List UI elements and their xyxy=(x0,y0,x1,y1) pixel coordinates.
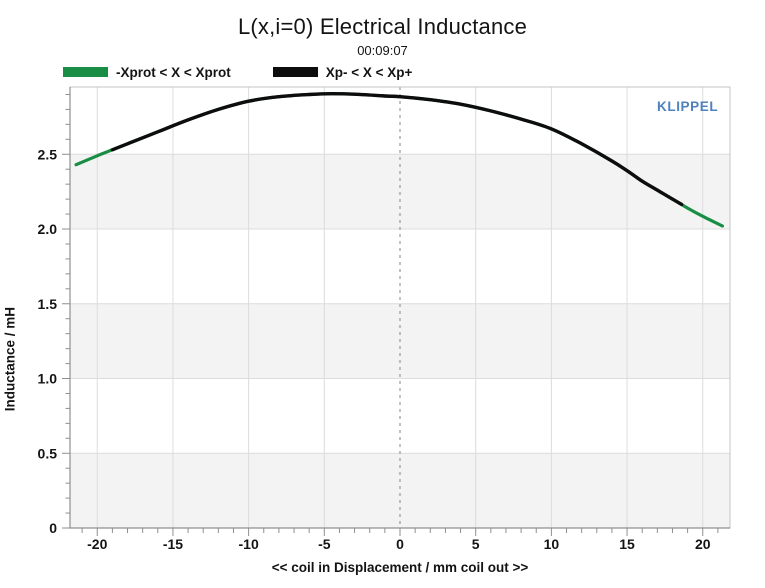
x-tick-label: 15 xyxy=(619,536,635,552)
axis-ticks xyxy=(62,93,719,536)
x-tick-label: -20 xyxy=(87,536,107,552)
legend: -Xprot < X < Xprot Xp- < X < Xp+ xyxy=(63,63,412,81)
x-tick-label: 0 xyxy=(396,536,404,552)
y-tick-label: 2.0 xyxy=(38,221,58,237)
y-tick-label: 0 xyxy=(49,520,57,536)
x-tick-label: 20 xyxy=(695,536,711,552)
plot-bands xyxy=(70,87,730,528)
x-tick-labels: -20 -15 -10 -5 0 5 10 15 20 xyxy=(87,536,711,552)
x-tick-label: -5 xyxy=(318,536,331,552)
legend-item-xp: Xp- < X < Xp+ xyxy=(272,64,413,80)
legend-swatch-green xyxy=(63,67,108,77)
x-tick-label: -15 xyxy=(163,536,183,552)
y-tick-label: 1.0 xyxy=(38,371,58,387)
y-axis-title-text: Inductance / mH xyxy=(2,307,17,412)
chart-subtitle: 00:09:07 xyxy=(357,43,408,58)
y-tick-label: 1.5 xyxy=(38,296,58,312)
klippel-watermark: KLIPPEL xyxy=(657,99,719,114)
legend-item-xprot: -Xprot < X < Xprot xyxy=(63,65,231,80)
legend-label-xp: Xp- < X < Xp+ xyxy=(325,64,413,80)
chart-title: L(x,i=0) Electrical Inductance xyxy=(237,14,528,39)
y-tick-label: 2.5 xyxy=(38,146,58,162)
series-black-curve xyxy=(110,91,684,207)
legend-label-xprot: -Xprot < X < Xprot xyxy=(116,64,231,80)
y-tick-labels: 0 0.5 1.0 1.5 2.0 2.5 xyxy=(38,146,58,536)
x-tick-label: 10 xyxy=(544,536,560,552)
legend-swatch-black xyxy=(272,67,318,77)
y-tick-label: 0.5 xyxy=(38,445,58,461)
gridlines xyxy=(70,87,730,528)
x-axis-title: << coil in Displacement / mm coil out >> xyxy=(271,560,529,575)
x-tick-label: 5 xyxy=(472,536,480,552)
x-tick-label: -10 xyxy=(239,536,259,552)
